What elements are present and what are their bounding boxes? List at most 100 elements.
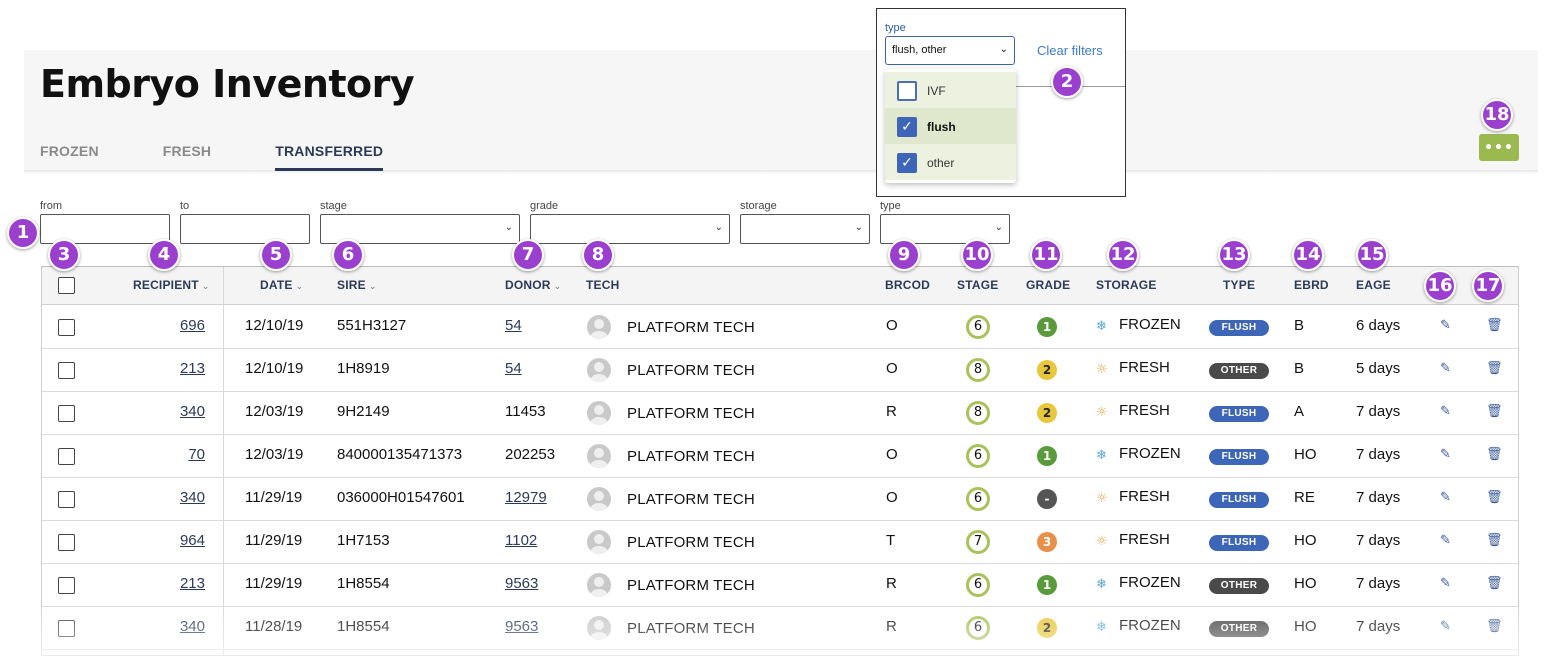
avatar-icon bbox=[587, 401, 611, 425]
edit-pencil-icon[interactable]: ✎ bbox=[1440, 490, 1451, 505]
ebrd-cell: RE bbox=[1294, 489, 1315, 506]
delete-trash-icon[interactable]: 🗑 bbox=[1486, 490, 1503, 505]
delete-trash-icon[interactable]: 🗑 bbox=[1486, 447, 1503, 462]
snowflake-icon: ❄ bbox=[1096, 319, 1107, 334]
sire-cell: 036000H01547601 bbox=[337, 489, 465, 506]
sire-cell: 1H7153 bbox=[337, 532, 390, 549]
row-checkbox[interactable] bbox=[58, 448, 75, 465]
header-panel bbox=[24, 50, 1538, 172]
type-badge: OTHER bbox=[1209, 578, 1269, 594]
filter-label: from bbox=[40, 200, 62, 212]
recipient-link[interactable]: 340 bbox=[179, 618, 205, 635]
storage-cell: FRESH bbox=[1119, 531, 1170, 548]
type-badge: FLUSH bbox=[1209, 406, 1269, 422]
callout-marker: 11 bbox=[1030, 239, 1062, 271]
stage-ring: 6 bbox=[966, 616, 990, 640]
delete-trash-icon[interactable]: 🗑 bbox=[1486, 533, 1503, 548]
check-icon[interactable]: ✓ bbox=[897, 153, 917, 173]
edit-pencil-icon[interactable]: ✎ bbox=[1440, 576, 1451, 591]
donor-cell: 202253 bbox=[505, 446, 556, 463]
snowflake-icon: ❄ bbox=[1096, 448, 1107, 463]
callout-marker: 4 bbox=[148, 239, 180, 271]
edit-pencil-icon[interactable]: ✎ bbox=[1440, 619, 1451, 634]
column-date[interactable]: DATE ⌄ bbox=[260, 278, 303, 292]
type-dropdown-select[interactable]: flush, other ⌄ bbox=[885, 36, 1015, 65]
tab-frozen[interactable]: FROZEN bbox=[40, 143, 99, 159]
row-checkbox[interactable] bbox=[58, 534, 75, 551]
donor-link[interactable]: 9563 bbox=[505, 575, 539, 592]
row-checkbox[interactable] bbox=[58, 319, 75, 336]
delete-trash-icon[interactable]: 🗑 bbox=[1486, 318, 1503, 333]
recipient-link[interactable]: 964 bbox=[179, 532, 205, 549]
table-row: 340 11/29/19 036000H01547601 12979 PLATFORM … bbox=[42, 478, 1518, 521]
column-recipient[interactable]: RECIPIENT ⌄ bbox=[133, 278, 210, 292]
column-donor[interactable]: DONOR ⌄ bbox=[505, 278, 561, 292]
grade-select[interactable]: ⌄ bbox=[530, 214, 730, 244]
brcod-cell: T bbox=[886, 532, 896, 549]
sun-icon: ☼ bbox=[1096, 491, 1108, 506]
check-icon[interactable]: ✓ bbox=[897, 117, 917, 137]
sire-cell: 840000135471373 bbox=[337, 446, 463, 463]
edit-pencil-icon[interactable]: ✎ bbox=[1440, 318, 1451, 333]
sun-icon: ☼ bbox=[1096, 534, 1108, 549]
donor-link[interactable]: 54 bbox=[505, 317, 522, 334]
recipient-link[interactable]: 340 bbox=[179, 403, 205, 420]
donor-link[interactable]: 12979 bbox=[505, 489, 547, 506]
tab-fresh[interactable]: FRESH bbox=[162, 143, 212, 159]
callout-marker: 10 bbox=[961, 239, 993, 271]
grade-badge: 1 bbox=[1037, 575, 1057, 595]
sort-chevron-icon: ⌄ bbox=[553, 281, 562, 291]
row-checkbox[interactable] bbox=[58, 362, 75, 379]
clear-filters-link[interactable]: Clear filters bbox=[1037, 43, 1103, 58]
column-sire[interactable]: SIRE ⌄ bbox=[337, 278, 377, 292]
select-all-checkbox[interactable] bbox=[58, 277, 75, 294]
column-tech: TECH bbox=[586, 278, 620, 292]
to-input[interactable] bbox=[180, 214, 310, 244]
edit-pencil-icon[interactable]: ✎ bbox=[1440, 447, 1451, 462]
option-ivf[interactable]: IVF bbox=[885, 72, 1016, 108]
date-cell: 11/29/19 bbox=[245, 575, 303, 592]
delete-trash-icon[interactable]: 🗑 bbox=[1486, 404, 1503, 419]
storage-select[interactable]: ⌄ bbox=[740, 214, 870, 244]
recipient-link[interactable]: 696 bbox=[179, 317, 205, 334]
callout-marker: 17 bbox=[1472, 270, 1504, 302]
edit-pencil-icon[interactable]: ✎ bbox=[1440, 361, 1451, 376]
recipient-link[interactable]: 70 bbox=[188, 446, 205, 463]
recipient-link[interactable]: 213 bbox=[179, 575, 205, 592]
row-checkbox[interactable] bbox=[58, 405, 75, 422]
row-checkbox[interactable] bbox=[58, 577, 75, 594]
storage-cell: FRESH bbox=[1119, 488, 1170, 505]
column-label: SIRE bbox=[337, 278, 366, 292]
delete-trash-icon[interactable]: 🗑 bbox=[1486, 361, 1503, 376]
stage-ring: 6 bbox=[966, 444, 990, 468]
tab-transferred[interactable]: TRANSFERRED bbox=[275, 143, 384, 171]
donor-link[interactable]: 1102 bbox=[505, 532, 538, 549]
avatar-icon bbox=[587, 573, 611, 597]
more-options-button[interactable]: ••• bbox=[1479, 134, 1519, 161]
edit-pencil-icon[interactable]: ✎ bbox=[1440, 533, 1451, 548]
option-flush[interactable]: ✓ flush bbox=[885, 108, 1016, 144]
callout-marker: 15 bbox=[1356, 239, 1388, 271]
filter-type: type ⌄ bbox=[880, 200, 1010, 244]
ebrd-cell: B bbox=[1294, 360, 1305, 377]
chevron-down-icon: ⌄ bbox=[994, 222, 1003, 233]
ebrd-cell: A bbox=[1294, 403, 1305, 420]
recipient-link[interactable]: 340 bbox=[179, 489, 205, 506]
storage-cell: FROZEN bbox=[1119, 617, 1181, 634]
row-checkbox[interactable] bbox=[58, 491, 75, 508]
sort-chevron-icon: ⌄ bbox=[368, 281, 377, 291]
table-header: RECIPIENT ⌄ DATE ⌄ SIRE ⌄ DONOR ⌄ TECH BRCOD… bbox=[42, 267, 1518, 305]
donor-link[interactable]: 54 bbox=[505, 360, 522, 377]
row-checkbox[interactable] bbox=[58, 620, 75, 637]
donor-link[interactable]: 9563 bbox=[505, 618, 539, 635]
checkbox-ivf[interactable] bbox=[897, 81, 917, 101]
tech-cell: PLATFORM TECH bbox=[627, 319, 755, 336]
edit-pencil-icon[interactable]: ✎ bbox=[1440, 404, 1451, 419]
donor-cell: 11453 bbox=[505, 403, 546, 420]
delete-trash-icon[interactable]: 🗑 bbox=[1486, 619, 1503, 634]
recipient-link[interactable]: 213 bbox=[179, 360, 205, 377]
type-badge: FLUSH bbox=[1209, 492, 1269, 508]
option-other[interactable]: ✓ other bbox=[885, 144, 1016, 180]
ebrd-cell: B bbox=[1294, 317, 1305, 334]
delete-trash-icon[interactable]: 🗑 bbox=[1486, 576, 1503, 591]
